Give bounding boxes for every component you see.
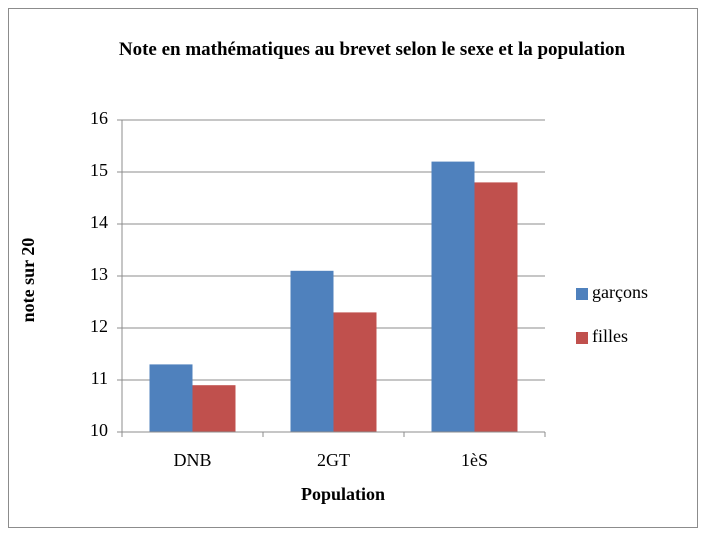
y-tick-label: 13 (90, 264, 108, 284)
legend-swatch (576, 332, 588, 344)
legend-label: filles (592, 326, 628, 346)
bar (290, 270, 334, 432)
y-axis-label: note sur 20 (18, 238, 38, 323)
y-tick-label: 11 (91, 368, 108, 388)
y-tick-label: 14 (90, 212, 108, 232)
x-tick-label: DNB (173, 450, 211, 470)
bar (149, 364, 193, 432)
x-tick-label: 1èS (461, 450, 488, 470)
bar (192, 385, 236, 432)
bar (333, 312, 377, 432)
x-tick-label: 2GT (317, 450, 350, 470)
y-tick-label: 16 (90, 108, 108, 128)
y-tick-label: 10 (90, 420, 108, 440)
bar (474, 182, 518, 432)
chart-title: Note en mathématiques au brevet selon le… (118, 39, 626, 60)
y-tick-label: 15 (90, 160, 108, 180)
legend-swatch (576, 288, 588, 300)
legend-label: garçons (592, 282, 648, 302)
y-tick-label: 12 (90, 316, 108, 336)
bar (431, 161, 475, 432)
x-axis-label: Population (301, 484, 385, 504)
chart-border (8, 8, 698, 528)
